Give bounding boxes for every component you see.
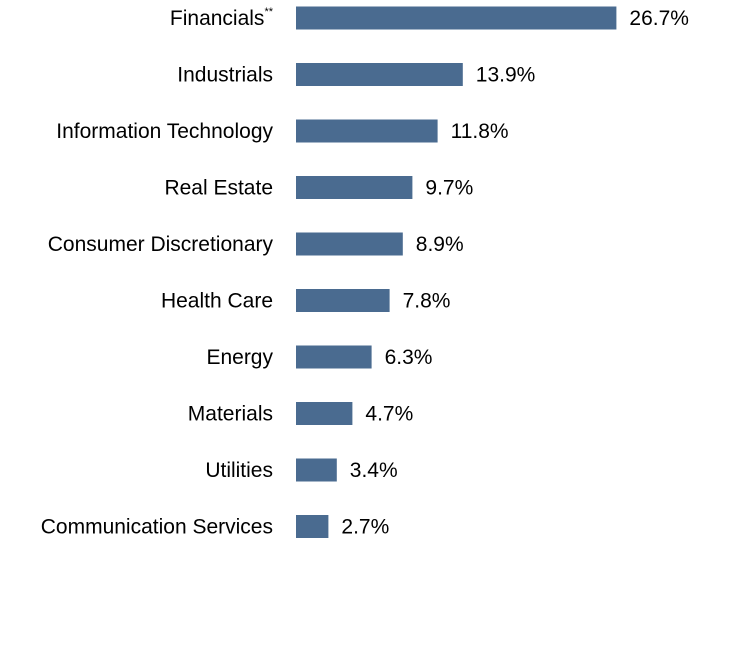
value-label: 7.8%	[403, 290, 451, 313]
value-label: 2.7%	[341, 516, 389, 539]
value-label: 3.4%	[350, 459, 398, 482]
bar-information-technology	[296, 119, 438, 143]
bar-real-estate	[296, 176, 413, 199]
value-label: 4.7%	[365, 403, 413, 426]
value-label: 8.9%	[416, 233, 464, 256]
value-label: 11.8%	[451, 120, 509, 143]
value-label: 13.9%	[476, 64, 536, 87]
bar-communication-services	[296, 515, 329, 538]
category-label: Health Care	[161, 290, 273, 313]
category-label: Communication Services	[41, 516, 273, 539]
category-label: Energy	[206, 346, 273, 369]
bar-financials	[296, 6, 617, 30]
category-label: Information Technology	[56, 120, 273, 143]
bar-energy	[296, 345, 372, 369]
footnote-marker: **	[264, 6, 273, 18]
value-label: 6.3%	[385, 346, 433, 369]
value-label: 26.7%	[629, 7, 689, 30]
category-label: Real Estate	[164, 177, 273, 200]
bar-utilities	[296, 458, 337, 482]
category-label: Utilities	[205, 459, 273, 482]
category-label: Consumer Discretionary	[48, 233, 274, 256]
bar-health-care	[296, 289, 390, 312]
category-label: Materials	[188, 403, 273, 426]
bar-materials	[296, 402, 353, 425]
bar-industrials	[296, 63, 463, 86]
category-label: Financials**	[170, 6, 274, 30]
value-label: 9.7%	[425, 177, 473, 200]
category-label: Industrials	[177, 64, 273, 87]
bar-consumer-discretionary	[296, 232, 403, 256]
